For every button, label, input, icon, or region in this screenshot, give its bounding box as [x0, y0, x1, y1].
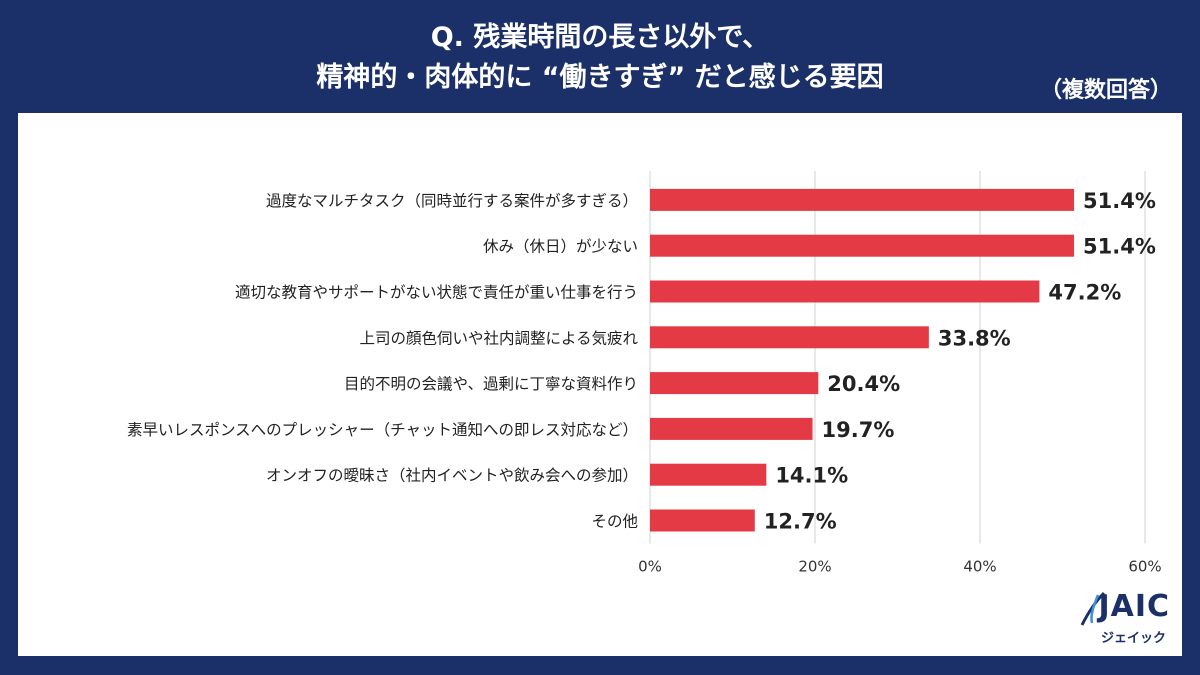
value-label: 51.4%	[1083, 189, 1156, 213]
value-label: 12.7%	[764, 510, 837, 534]
logo-subtitle: ジェイック	[1100, 631, 1166, 646]
x-tick-label: 20%	[798, 557, 831, 575]
bar-chart: 0% 20% 40% 60% 過度なマルチタスク（同時並行する案件が多すぎる） 51.4%…	[127, 171, 1162, 575]
value-label: 20.4%	[827, 372, 900, 396]
bar	[650, 509, 755, 532]
chart-title: Q. 残業時間の長さ以外で、 精神的・肉体的に “働きすぎ” だと感じる要因	[0, 18, 1200, 98]
category-label: 目的不明の会議や、過剰に丁寧な資料作り	[344, 375, 638, 393]
category-label: その他	[591, 513, 638, 531]
category-label: 適切な教育やサポートがない状態で責任が重い仕事を行う	[235, 284, 638, 302]
bar	[650, 188, 1075, 211]
title-line-2: 精神的・肉体的に “働きすぎ” だと感じる要因	[316, 62, 884, 93]
value-label: 51.4%	[1083, 235, 1156, 259]
logo-wordmark: JAIC	[1098, 589, 1170, 624]
bar	[650, 463, 767, 486]
category-label: 素早いレスポンスへのプレッシャー（チャット通知への即レス対応など）	[127, 421, 638, 439]
x-tick-label: 40%	[963, 557, 996, 575]
value-label: 19.7%	[822, 418, 895, 442]
jaic-logo: JAIC ジェイック	[1070, 589, 1170, 651]
bar	[650, 234, 1075, 257]
category-label: オンオフの曖昧さ（社内イベントや飲み会への参加）	[266, 467, 638, 485]
bar	[650, 372, 819, 395]
value-label: 33.8%	[938, 326, 1011, 350]
chart-panel: 0% 20% 40% 60% 過度なマルチタスク（同時並行する案件が多すぎる） 51.4%…	[18, 113, 1182, 656]
value-label: 14.1%	[775, 464, 848, 488]
multiple-answer-note: （複数回答）	[1039, 78, 1172, 103]
bar	[650, 280, 1040, 303]
x-tick-label: 60%	[1128, 557, 1161, 575]
bar	[650, 326, 929, 349]
x-tick-label: 0%	[638, 557, 662, 575]
value-label: 47.2%	[1048, 281, 1121, 305]
category-label: 休み（休日）が少ない	[483, 238, 638, 256]
title-line-1: Q. 残業時間の長さ以外で、	[430, 22, 770, 53]
logo-swoosh-icon	[1080, 591, 1106, 626]
bar	[650, 417, 813, 440]
category-label: 過度なマルチタスク（同時並行する案件が多すぎる）	[266, 192, 638, 210]
category-label: 上司の顔色伺いや社内調整による気疲れ	[359, 329, 638, 347]
